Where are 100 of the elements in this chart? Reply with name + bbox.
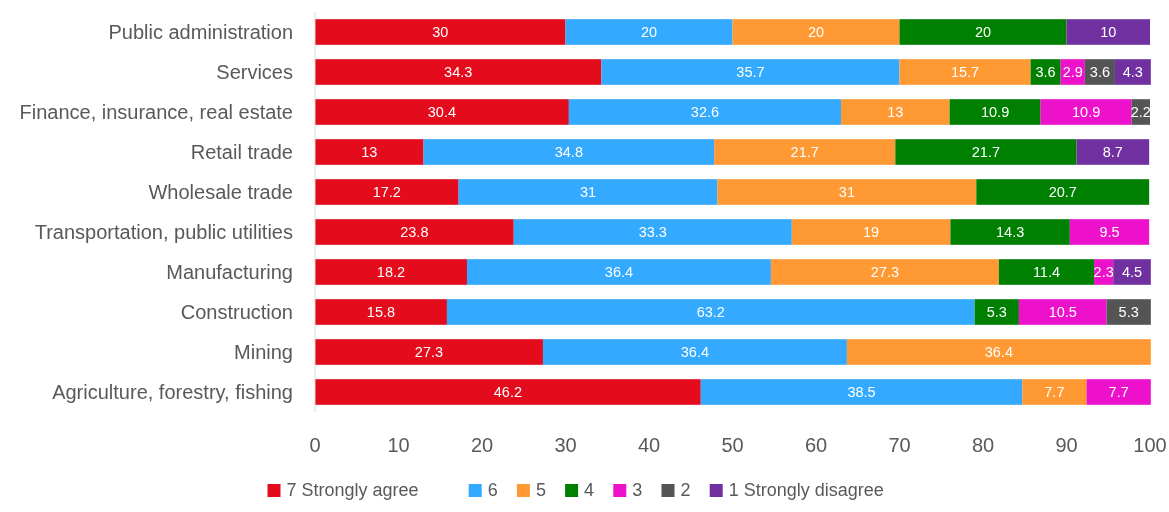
data-label: 20.7 xyxy=(1048,184,1077,201)
bar xyxy=(949,99,1041,125)
legend-label: 4 xyxy=(584,480,595,500)
data-label: 10 xyxy=(1100,24,1117,41)
bar xyxy=(841,99,950,125)
bar xyxy=(1040,99,1132,125)
data-label: 36.4 xyxy=(680,344,710,361)
y-tick-label: Mining xyxy=(234,341,293,363)
bar xyxy=(446,299,975,325)
y-tick-label: Retail trade xyxy=(190,141,293,163)
bar xyxy=(315,179,459,205)
x-tick-label: 80 xyxy=(971,434,995,456)
data-label: 9.5 xyxy=(1099,224,1120,241)
data-label: 31 xyxy=(838,184,855,201)
data-label: 2.3 xyxy=(1093,264,1114,281)
y-tick-label: Manufacturing xyxy=(166,261,293,283)
legend-label: 5 xyxy=(535,480,546,500)
data-label: 10.5 xyxy=(1048,304,1077,321)
bar xyxy=(315,139,424,165)
bar xyxy=(950,219,1070,245)
x-tick-label: 90 xyxy=(1055,434,1078,456)
data-label: 27.3 xyxy=(414,344,444,361)
data-label: 36.4 xyxy=(984,344,1013,361)
bar xyxy=(770,259,999,285)
legend-label: 3 xyxy=(632,480,643,500)
data-label: 34.8 xyxy=(554,144,583,161)
data-label: 10.9 xyxy=(980,104,1010,121)
bar xyxy=(568,99,842,125)
data-label: 27.3 xyxy=(870,264,899,281)
data-label: 20 xyxy=(807,24,825,41)
bar xyxy=(714,139,896,165)
y-tick-label: Agriculture, forestry, fishing xyxy=(52,381,293,403)
bar xyxy=(1069,219,1150,245)
bar xyxy=(700,379,1023,405)
bar xyxy=(717,179,977,205)
data-label: 5.3 xyxy=(986,304,1007,321)
bar xyxy=(895,139,1077,165)
legend-label: 2 xyxy=(680,480,691,500)
bar xyxy=(315,219,514,245)
bar xyxy=(791,219,951,245)
data-label: 34.3 xyxy=(444,64,473,81)
x-tick-label: 10 xyxy=(387,434,410,456)
bar xyxy=(1022,379,1087,405)
data-label: 20 xyxy=(640,24,658,41)
bar xyxy=(542,339,847,365)
x-tick-label: 20 xyxy=(470,434,494,456)
bar xyxy=(315,259,467,285)
data-label: 13 xyxy=(887,104,904,121)
bar xyxy=(732,19,900,45)
data-label: 30.4 xyxy=(427,104,457,121)
bar xyxy=(998,259,1095,285)
bar xyxy=(899,19,1067,45)
data-label: 20 xyxy=(974,24,992,41)
data-label: 5.3 xyxy=(1118,304,1139,321)
x-tick-label: 0 xyxy=(309,434,321,456)
data-label: 13 xyxy=(361,144,378,161)
bar xyxy=(974,299,1019,325)
data-label: 46.2 xyxy=(493,384,522,401)
data-label: 38.5 xyxy=(847,384,876,401)
bar xyxy=(565,19,733,45)
y-tick-label: Wholesale trade xyxy=(148,181,293,203)
data-label: 4.3 xyxy=(1122,64,1143,81)
y-tick-label: Public administration xyxy=(108,21,293,43)
bar xyxy=(1086,379,1151,405)
x-tick-label: 40 xyxy=(637,434,661,456)
y-tick-label: Transportation, public utilities xyxy=(34,221,293,243)
bar xyxy=(423,139,715,165)
data-label: 11.4 xyxy=(1032,264,1061,281)
data-label: 30 xyxy=(432,24,449,41)
data-label: 21.7 xyxy=(971,144,1001,161)
bar xyxy=(315,19,566,45)
y-tick-label: Finance, insurance, real estate xyxy=(19,101,293,123)
bar xyxy=(315,339,543,365)
data-label: 3.6 xyxy=(1089,64,1110,81)
data-label: 19 xyxy=(863,224,880,241)
data-label: 15.8 xyxy=(366,304,396,321)
bar xyxy=(846,339,1151,365)
data-label: 36.4 xyxy=(604,264,634,281)
data-label: 63.2 xyxy=(696,304,725,321)
bar xyxy=(513,219,792,245)
data-label: 32.6 xyxy=(690,104,720,121)
legend-label: 6 xyxy=(487,480,498,500)
data-label: 17.2 xyxy=(372,184,401,201)
bar xyxy=(1106,299,1151,325)
data-label: 23.8 xyxy=(400,224,429,241)
bar xyxy=(976,179,1150,205)
bar xyxy=(315,299,447,325)
bar xyxy=(466,259,771,285)
bar xyxy=(1076,139,1150,165)
data-label: 35.7 xyxy=(736,64,765,81)
x-tick-label: 60 xyxy=(804,434,828,456)
x-tick-label: 30 xyxy=(554,434,577,456)
bar xyxy=(458,179,718,205)
bar xyxy=(315,99,569,125)
data-label: 8.7 xyxy=(1102,144,1123,161)
bar xyxy=(1113,259,1151,285)
data-label: 4.5 xyxy=(1121,264,1143,281)
x-tick-label: 50 xyxy=(721,434,744,456)
y-tick-label: Services xyxy=(216,61,293,83)
data-label: 10.9 xyxy=(1072,104,1101,121)
